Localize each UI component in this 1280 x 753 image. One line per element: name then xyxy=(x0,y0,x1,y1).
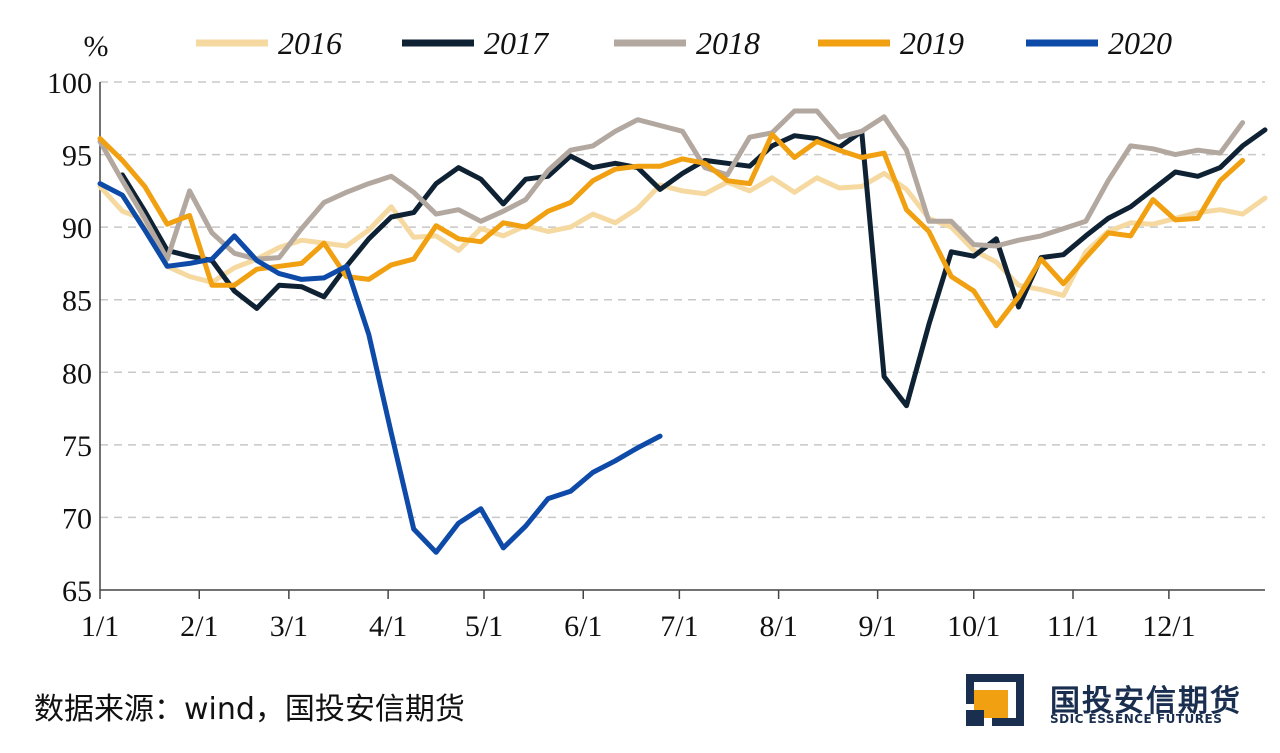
logo-mark-icon xyxy=(966,674,1024,726)
x-tick-label: 5/1 xyxy=(465,610,503,643)
grid-lines xyxy=(100,81,1265,519)
y-tick-label: 70 xyxy=(62,502,92,535)
y-tick-label: 80 xyxy=(62,357,92,390)
x-tick-label: 2/1 xyxy=(180,610,218,643)
x-tick-label: 10/1 xyxy=(947,610,1000,643)
series-line-2016 xyxy=(97,170,1268,298)
line-chart: 65 70 75 80 85 90 95 100 1/1 2/1 3/1 4/1 5/1 6/1 7/1 8/… xyxy=(47,25,1268,643)
y-tick-label: 90 xyxy=(62,212,92,245)
x-tick-label: 8/1 xyxy=(759,610,797,643)
legend-label-2018: 2018 xyxy=(696,25,760,61)
x-tick-label: 1/1 xyxy=(81,610,119,643)
legend-label-2016: 2016 xyxy=(278,25,342,61)
logo-chinese-text: 国投安信期货 xyxy=(1050,684,1242,719)
legend-label-2017: 2017 xyxy=(484,25,550,61)
x-tick-label: 12/1 xyxy=(1142,610,1195,643)
x-tick-label: 11/1 xyxy=(1047,610,1099,643)
x-tick-label: 6/1 xyxy=(564,610,602,643)
legend-label-2019: 2019 xyxy=(900,25,964,61)
source-note: 数据来源：wind，国投安信期货 xyxy=(34,692,465,727)
y-tick-label: 85 xyxy=(62,285,92,318)
unit-label: % xyxy=(84,30,109,63)
legend-label-2020: 2020 xyxy=(1108,25,1172,61)
logo-english-text: SDIC ESSENCE FUTURES xyxy=(1050,712,1223,726)
company-logo: 国投安信期货 SDIC ESSENCE FUTURES xyxy=(966,672,1266,732)
axes: 65 70 75 80 85 90 95 100 1/1 2/1 3/1 4/1 5/1 6/1 7/1 8/… xyxy=(47,30,1265,643)
y-tick-label: 95 xyxy=(62,140,92,173)
y-tick-label: 100 xyxy=(47,67,92,100)
series-line-2020 xyxy=(97,181,663,555)
series-line-2019 xyxy=(97,131,1246,329)
x-tick-label: 3/1 xyxy=(270,610,308,643)
series-group xyxy=(97,108,1268,555)
x-tick-label: 4/1 xyxy=(369,610,407,643)
series-line-2018 xyxy=(97,108,1246,262)
y-tick-label: 65 xyxy=(62,575,92,608)
legend: 2016 2017 2018 2019 2020 xyxy=(196,25,1172,61)
x-tick-label: 9/1 xyxy=(858,610,896,643)
x-tick-label: 7/1 xyxy=(660,610,698,643)
y-tick-label: 75 xyxy=(62,430,92,463)
series-line-2017 xyxy=(119,127,1268,409)
